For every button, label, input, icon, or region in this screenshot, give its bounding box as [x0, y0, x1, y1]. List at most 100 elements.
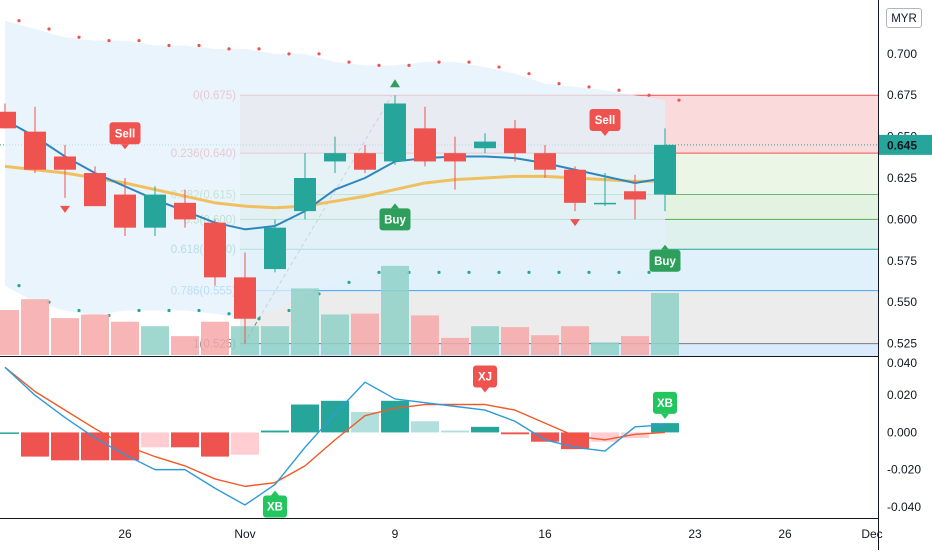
- candle-body: [294, 178, 316, 212]
- band-upper-dot: [257, 47, 261, 51]
- signal-pointer: [661, 413, 669, 419]
- macd-tick-label: 0.020: [887, 388, 917, 402]
- signal-pointer: [481, 387, 489, 393]
- band-upper-dot: [377, 63, 381, 68]
- band-upper-dot: [677, 98, 681, 102]
- band-upper-dot: [557, 82, 561, 86]
- candle-body: [264, 227, 286, 270]
- volume-bar: [381, 265, 409, 355]
- arrow-up-marker: [390, 79, 400, 88]
- band-upper-dot: [437, 60, 441, 64]
- signal-pointer: [271, 490, 279, 496]
- band-upper-dot: [527, 72, 531, 76]
- buy-signal-label: Buy: [649, 244, 681, 272]
- volume-bar: [501, 327, 529, 355]
- band-upper-dot: [467, 60, 471, 64]
- candle-body: [54, 156, 76, 170]
- macd-histogram-bar: [111, 432, 139, 461]
- signal-pointer: [601, 131, 609, 137]
- signal-box: [263, 495, 287, 518]
- signal-pointer: [121, 144, 129, 150]
- band-upper-dot: [47, 27, 51, 31]
- macd-histogram-bar: [591, 432, 619, 442]
- band-lower-dot: [557, 270, 561, 274]
- band-lower-dot: [167, 308, 171, 313]
- macd-histogram-bar: [441, 430, 469, 433]
- currency-button[interactable]: MYR: [886, 8, 922, 28]
- volume-bar: [321, 314, 349, 355]
- xj-signal-label: XJ: [473, 365, 497, 393]
- volume-bar: [0, 310, 19, 355]
- signal-text: Sell: [115, 128, 135, 140]
- time-tick-label: 26: [118, 527, 132, 541]
- volume-bar: [411, 315, 439, 355]
- candle-body: [564, 169, 586, 203]
- arrow-down-marker: [60, 205, 70, 213]
- signal-text: Sell: [595, 115, 615, 127]
- candle-body: [534, 153, 556, 170]
- time-tick-label: 26: [778, 527, 792, 541]
- signal-box: [473, 365, 497, 388]
- candle-body: [0, 111, 16, 129]
- time-tick-label: 9: [392, 527, 399, 541]
- band-lower-dot: [587, 270, 591, 274]
- volume-bar: [441, 337, 469, 355]
- signal-text: XB: [657, 398, 673, 410]
- band-upper-dot: [107, 38, 111, 43]
- band-upper-dot: [17, 19, 21, 23]
- macd-pane: XJ XB XB: [0, 365, 679, 518]
- candle-body: [324, 153, 346, 162]
- band-lower-dot: [467, 270, 471, 274]
- band-upper-dot: [77, 35, 81, 39]
- band-upper-dot: [197, 43, 201, 48]
- volume-bar: [531, 335, 559, 355]
- macd-histogram-bar: [351, 411, 379, 433]
- price-tick-label: 0.600: [887, 212, 917, 226]
- band-upper-dot: [407, 63, 411, 68]
- band-lower-dot: [287, 308, 291, 313]
- xb-signal-label: XB: [263, 490, 287, 518]
- price-tick-label: 0.525: [887, 337, 917, 351]
- candle-body: [24, 131, 46, 170]
- current-price-value: 0.645: [887, 138, 917, 152]
- candle-body: [354, 153, 376, 170]
- candle-body: [84, 173, 106, 207]
- band-upper-dot: [227, 47, 231, 51]
- signal-text: XJ: [478, 372, 492, 384]
- signal-box: [653, 391, 677, 414]
- candle-body: [474, 141, 496, 149]
- band-lower-dot: [647, 270, 651, 274]
- time-tick-label: 16: [538, 527, 552, 541]
- macd-histogram-bar: [381, 400, 409, 433]
- volume-bar: [591, 342, 619, 355]
- macd-histogram-bar: [471, 426, 499, 433]
- volume-bar: [171, 336, 199, 355]
- time-tick-label: Nov: [234, 527, 255, 541]
- time-tick-label: Dec: [861, 527, 882, 541]
- macd-histogram-bar: [531, 432, 559, 442]
- volume-bars: [0, 265, 679, 355]
- sell-signal-label: Sell: [589, 109, 621, 137]
- band-lower-dot: [347, 280, 351, 284]
- current-price-badge: [879, 134, 932, 155]
- volume-bar: [81, 314, 109, 355]
- macd-histogram-bar: [231, 432, 259, 455]
- band-upper-dot: [617, 88, 621, 92]
- arrow-down-marker: [570, 219, 580, 227]
- signal-box: [649, 249, 681, 272]
- signal-box: [589, 109, 621, 132]
- band-upper-dot: [587, 85, 591, 89]
- band-lower-dot: [227, 312, 231, 316]
- band-upper-dot: [167, 43, 171, 48]
- sell-signal-label: Sell: [109, 122, 141, 150]
- signal-text: Buy: [384, 214, 406, 226]
- price-tick-label: 0.675: [887, 88, 917, 102]
- band-lower-dot: [17, 284, 21, 288]
- band-upper-dot: [287, 52, 291, 56]
- buy-signal-label: Buy: [379, 203, 411, 231]
- volume-bar: [561, 326, 589, 355]
- candle-body: [414, 128, 436, 162]
